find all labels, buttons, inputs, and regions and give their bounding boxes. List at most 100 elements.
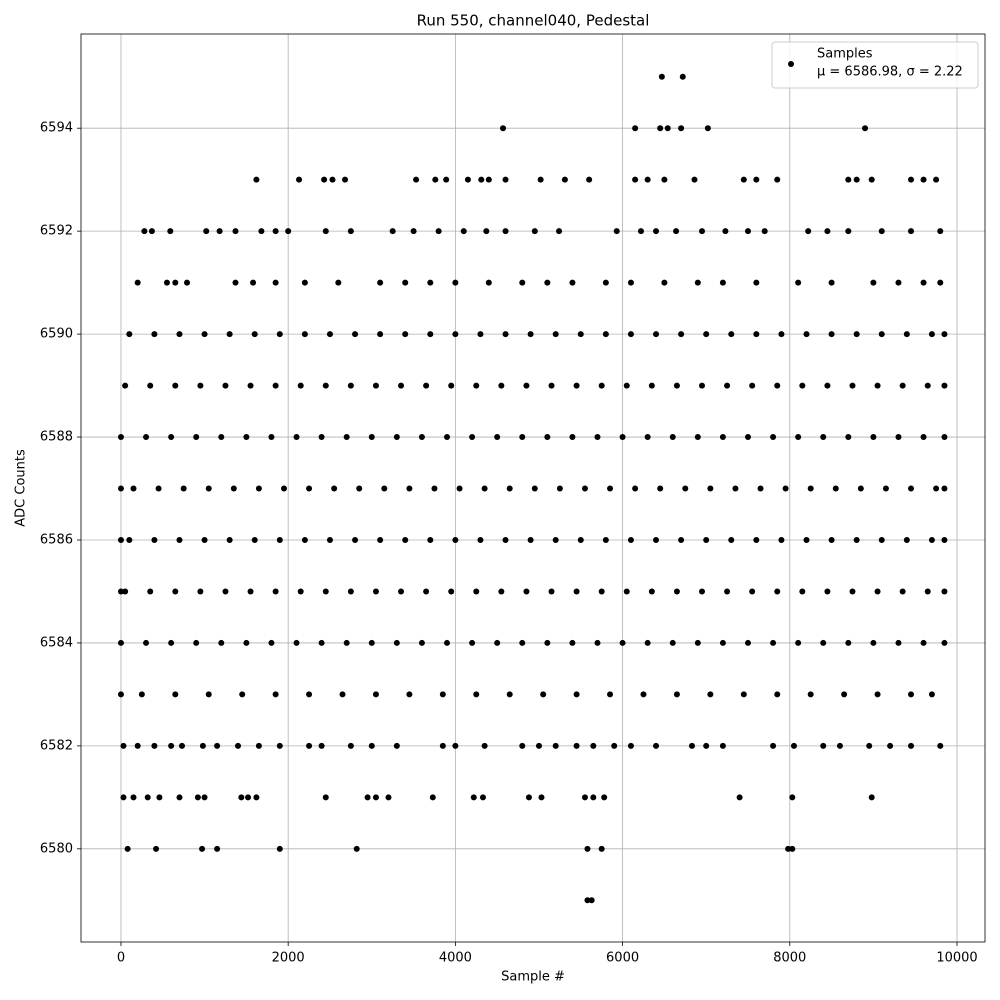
point	[548, 588, 555, 595]
point	[828, 536, 835, 543]
point	[632, 125, 639, 132]
point	[661, 176, 668, 183]
point	[924, 588, 931, 595]
point	[418, 434, 425, 441]
point	[272, 382, 279, 389]
point	[353, 845, 360, 852]
y-tick-label: 6590	[40, 327, 73, 342]
point	[117, 434, 124, 441]
point	[719, 639, 726, 646]
point	[937, 742, 944, 749]
point	[933, 485, 940, 492]
point	[870, 279, 877, 286]
x-tick-label: 8000	[773, 951, 806, 966]
point	[439, 691, 446, 698]
point	[473, 382, 480, 389]
point	[117, 536, 124, 543]
point	[569, 279, 576, 286]
point	[941, 434, 948, 441]
point	[372, 382, 379, 389]
point	[594, 639, 601, 646]
point	[728, 536, 735, 543]
point	[795, 639, 802, 646]
point	[703, 331, 710, 338]
point	[719, 279, 726, 286]
point	[306, 691, 313, 698]
point	[232, 279, 239, 286]
point	[347, 228, 354, 235]
point	[613, 228, 620, 235]
point	[753, 176, 760, 183]
point	[653, 331, 660, 338]
point	[556, 228, 563, 235]
point	[774, 691, 781, 698]
point	[432, 176, 439, 183]
point	[201, 536, 208, 543]
point	[581, 485, 588, 492]
x-tick-label: 4000	[439, 951, 472, 966]
point	[744, 434, 751, 441]
point	[176, 536, 183, 543]
point	[878, 331, 885, 338]
point	[243, 639, 250, 646]
point	[276, 331, 283, 338]
point	[527, 331, 534, 338]
point	[331, 485, 338, 492]
point	[448, 382, 455, 389]
point	[569, 434, 576, 441]
point	[134, 742, 141, 749]
point	[584, 845, 591, 852]
point	[581, 794, 588, 801]
legend-note: μ = 6586.98, σ = 2.22	[817, 65, 963, 80]
point	[485, 176, 492, 183]
point	[807, 485, 814, 492]
point	[552, 331, 559, 338]
point	[799, 588, 806, 595]
point	[679, 73, 686, 80]
point	[117, 639, 124, 646]
point	[920, 434, 927, 441]
point	[920, 176, 927, 183]
point	[502, 331, 509, 338]
point	[577, 536, 584, 543]
point	[941, 485, 948, 492]
point	[335, 279, 342, 286]
point	[494, 434, 501, 441]
point	[126, 331, 133, 338]
point	[623, 588, 630, 595]
point	[364, 794, 371, 801]
point	[276, 742, 283, 749]
point	[820, 434, 827, 441]
point	[193, 639, 200, 646]
point	[887, 742, 894, 749]
point	[253, 176, 260, 183]
y-tick-label: 6592	[40, 224, 73, 239]
point	[799, 382, 806, 389]
y-tick-label: 6580	[40, 841, 73, 856]
point	[247, 382, 254, 389]
point	[342, 176, 349, 183]
point	[627, 331, 634, 338]
point	[413, 176, 420, 183]
point	[318, 434, 325, 441]
point	[744, 228, 751, 235]
point	[740, 691, 747, 698]
point	[941, 588, 948, 595]
point	[853, 536, 860, 543]
point	[199, 742, 206, 749]
point	[774, 382, 781, 389]
point	[151, 331, 158, 338]
point	[552, 742, 559, 749]
point	[598, 588, 605, 595]
point	[619, 434, 626, 441]
point	[172, 588, 179, 595]
point	[477, 536, 484, 543]
point	[678, 536, 685, 543]
point	[245, 794, 252, 801]
point	[322, 588, 329, 595]
point	[527, 536, 534, 543]
point	[598, 382, 605, 389]
point	[623, 382, 630, 389]
point	[845, 228, 852, 235]
